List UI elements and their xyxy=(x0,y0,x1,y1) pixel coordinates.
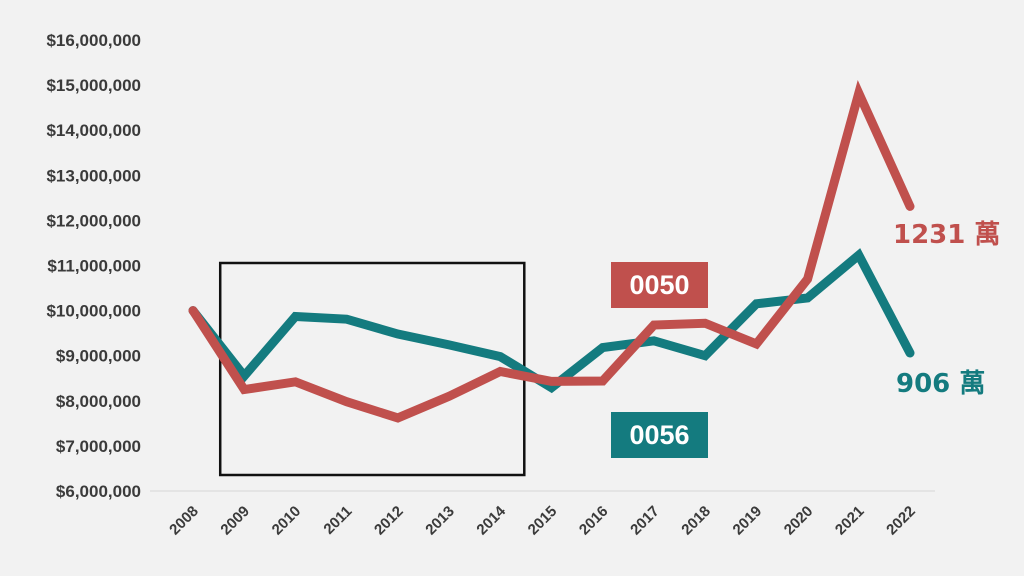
x-tick-label: 2009 xyxy=(217,503,253,539)
x-tick-label: 2011 xyxy=(320,503,355,538)
x-tick-label: 2016 xyxy=(576,503,612,539)
x-tick-label: 2010 xyxy=(269,503,305,539)
end-value-label-0056: 906 萬 xyxy=(896,369,985,399)
series-line-0056 xyxy=(188,248,915,394)
y-tick-label: $12,000,000 xyxy=(46,211,141,230)
series-badge-0050 xyxy=(611,262,708,308)
y-tick-label: $7,000,000 xyxy=(56,437,141,456)
y-tick-label: $16,000,000 xyxy=(46,31,141,50)
series-badge-0056-label: 0056 xyxy=(629,420,689,450)
y-tick-label: $13,000,000 xyxy=(46,166,141,185)
x-tick-label: 2012 xyxy=(371,503,407,539)
x-tick-label: 2020 xyxy=(781,503,817,539)
series-lines xyxy=(188,80,915,423)
y-tick-label: $6,000,000 xyxy=(56,482,141,501)
y-tick-label: $8,000,000 xyxy=(56,392,141,411)
x-tick-label: 2008 xyxy=(166,503,202,539)
series-badge-0050-label: 0050 xyxy=(629,270,689,300)
series-line-0050 xyxy=(188,80,915,423)
end-value-label-0050: 1231 萬 xyxy=(893,220,1000,250)
y-tick-label: $10,000,000 xyxy=(46,302,141,321)
x-tick-label: 2015 xyxy=(525,503,561,539)
y-tick-label: $15,000,000 xyxy=(46,76,141,95)
y-axis-ticks: $6,000,000 $7,000,000 $8,000,000 $9,000,000… xyxy=(46,31,141,501)
x-tick-label: 2022 xyxy=(883,503,919,539)
x-tick-label: 2014 xyxy=(473,502,509,538)
x-axis-ticks: 2008 2009 2010 2011 2012 2013 2014 2015 2016 2017… xyxy=(166,502,919,538)
x-tick-label: 2019 xyxy=(730,503,766,539)
y-tick-label: $11,000,000 xyxy=(47,257,141,276)
x-tick-label: 2017 xyxy=(627,503,663,539)
series-badge-0056 xyxy=(611,412,708,458)
highlight-box xyxy=(218,261,526,477)
x-tick-label: 2021 xyxy=(832,503,868,539)
y-tick-label: $9,000,000 xyxy=(56,347,141,366)
x-tick-label: 2013 xyxy=(422,503,458,539)
x-tick-label: 2018 xyxy=(678,503,714,539)
y-tick-label: $14,000,000 xyxy=(46,121,141,140)
